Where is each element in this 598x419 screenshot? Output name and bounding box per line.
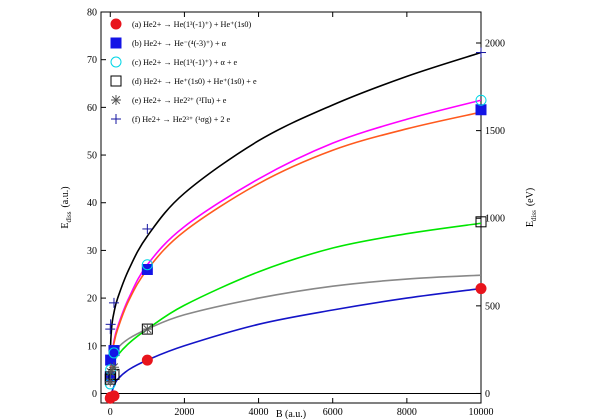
legend-marker-d	[110, 75, 122, 87]
y-label-left-main: E	[60, 222, 71, 228]
y2-tick-label: 0	[485, 389, 490, 400]
data-point-f	[105, 319, 116, 330]
legend: (a) He2+ → He(1³(-1)⁺) + He⁺(1s0) (b) He2…	[110, 18, 257, 124]
marker-asterisk-d2	[106, 367, 115, 377]
x-tick-label: 10000	[469, 407, 494, 418]
y-label-left-sub: diss	[65, 211, 73, 222]
legend-label-f: (f) He2+ → He2³⁺ (¹σg) + 2 e	[132, 115, 230, 124]
data-point-f	[108, 297, 119, 308]
marker-asterisk-d2	[109, 363, 119, 372]
legend-label-b: (b) He2+ → He⁻(⁴(-3)⁺) + α	[132, 39, 227, 48]
x-tick-label: 0	[108, 407, 113, 418]
data-point-e	[108, 362, 119, 373]
data-point-f	[142, 223, 153, 234]
marker-asterisk-d2	[106, 377, 115, 386]
data-point-a	[108, 390, 120, 402]
legend-label-d: (d) He2+ → He⁺(1s0) + He⁺(1s0) + e	[132, 77, 257, 86]
marker-asterisk-d2	[111, 95, 121, 105]
y-tick-label: 60	[87, 103, 97, 114]
data-point-a	[475, 283, 487, 295]
fit-curve	[109, 287, 481, 399]
y-axis-label-left: Ediss (a.u.)	[60, 186, 73, 228]
legend-label-e: (e) He2+ → He2²⁺ (³Πu) + e	[132, 96, 227, 105]
legend-marker-a	[110, 18, 122, 30]
fit-curve	[109, 222, 481, 377]
legend-marker-e	[111, 95, 121, 105]
marker-asterisk-d2	[143, 324, 152, 334]
fit-curve	[109, 99, 481, 370]
x-tick-label: 6000	[323, 407, 343, 418]
fit-curve	[109, 51, 481, 349]
x-tick-label: 8000	[397, 407, 417, 418]
y-tick-label: 30	[87, 246, 97, 257]
axes-group: 0 2000 4000 6000 8000 10000 0 10 20 30 40 50 60 70 80 0…	[60, 8, 538, 419]
y-tick-label: 40	[87, 198, 97, 209]
y-tick-label: 20	[87, 294, 97, 305]
y-tick-label: 10	[87, 341, 97, 352]
y2-tick-label: 1000	[485, 214, 505, 225]
fit-curve	[109, 274, 481, 377]
data-point-b	[108, 345, 120, 357]
data-point-f	[476, 47, 486, 58]
data-markers-group	[104, 47, 487, 404]
x-tick-label: 4000	[249, 407, 269, 418]
y-label-right-main: E	[525, 221, 536, 227]
y-tick-label: 70	[87, 55, 97, 66]
y2-tick-label: 500	[485, 301, 500, 312]
y-tick-label: 80	[87, 8, 97, 19]
legend-label-c: (c) He2+ → He(1³(-1)⁺) + α + e	[132, 58, 238, 67]
fit-curve	[109, 111, 481, 370]
y-label-right-sub: diss	[530, 210, 538, 221]
y-axis-label-left-text: Ediss (a.u.)	[60, 186, 73, 228]
data-point-c	[141, 259, 153, 271]
x-tick-label: 2000	[174, 407, 194, 418]
y-tick-label: 0	[92, 389, 97, 400]
y-axis-label-right-text: Ediss (eV)	[525, 188, 538, 227]
legend-label-a: (a) He2+ → He(1³(-1)⁺) + He⁺(1s0)	[132, 20, 251, 29]
y-label-left-unit: (a.u.)	[60, 186, 71, 207]
legend-marker-f	[111, 114, 121, 124]
y-label-right-unit: (eV)	[525, 188, 536, 206]
y-tick-label: 50	[87, 151, 97, 162]
data-point-d	[475, 216, 487, 228]
data-point-c	[475, 94, 487, 106]
data-point-b	[475, 104, 487, 116]
y2-tick-label: 2000	[485, 38, 505, 49]
legend-marker-c	[110, 56, 122, 68]
data-point-c	[108, 347, 120, 359]
y-axis-label-right: Ediss (eV)	[525, 188, 538, 227]
data-point-e	[142, 324, 153, 335]
legend-marker-b	[110, 37, 122, 49]
data-point-a	[141, 354, 153, 366]
x-axis-label: B (a.u.)	[276, 409, 306, 419]
data-point-e	[105, 376, 116, 387]
y2-tick-label: 1500	[485, 126, 505, 137]
plot-frame	[100, 11, 482, 404]
